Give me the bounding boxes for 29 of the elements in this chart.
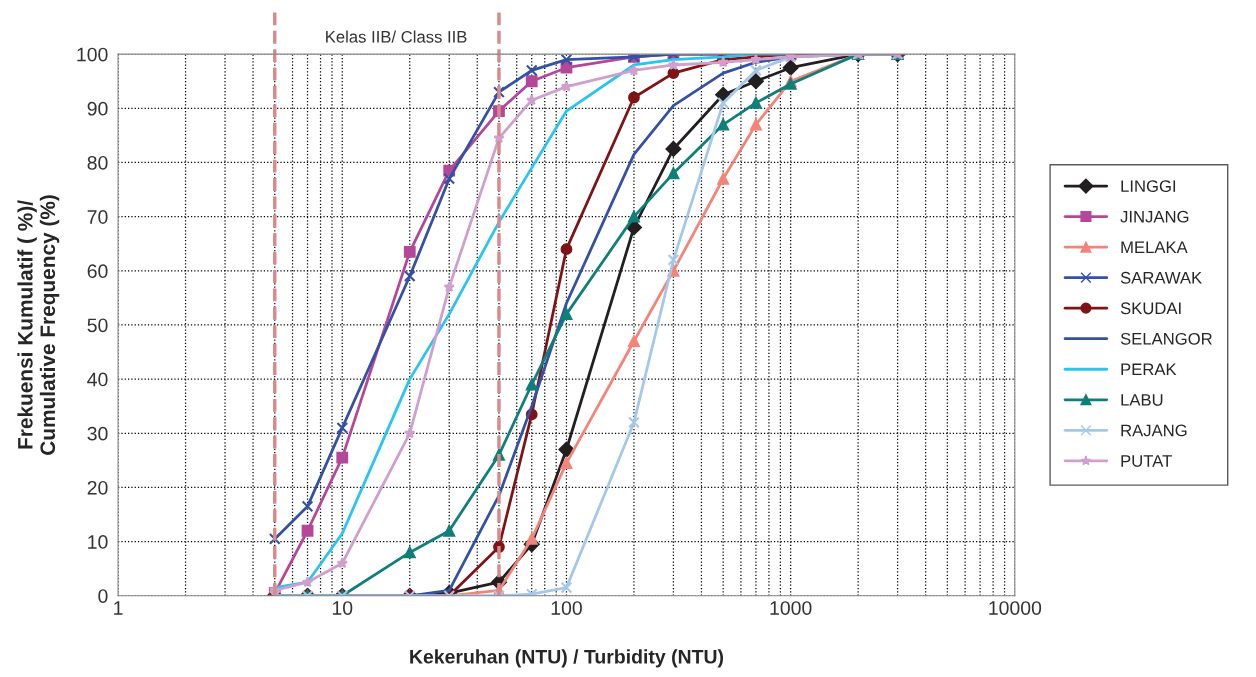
y-tick-label: 30 (87, 426, 108, 441)
legend-label: PERAK (1121, 363, 1177, 376)
legend-label: LINGGI (1121, 180, 1176, 193)
y-tick-label: 0 (98, 589, 108, 603)
x-axis-title: Kekeruhan (NTU) / Turbidity (NTU) (410, 649, 724, 668)
legend-label: RAJANG (1121, 424, 1187, 437)
x-tick-label: 1000 (770, 601, 812, 615)
y-tick-label: 70 (87, 210, 108, 224)
legend-label: JINJANG (1120, 210, 1189, 223)
y-axis-title: Frekuensi Kumulatif ( %)/ Cumulative Frequency (%) (17, 195, 60, 455)
x-tick-label: 10 (332, 601, 353, 615)
legend-label: PUTAT (1121, 455, 1172, 467)
legend-label: SELANGOR (1120, 332, 1212, 345)
x-tick-label: 100 (551, 601, 582, 615)
legend-label: MELAKA (1121, 241, 1188, 253)
legend-label: SARAWAK (1120, 271, 1202, 284)
y-tick-label: 20 (87, 480, 108, 495)
y-tick-label: 90 (87, 101, 108, 116)
y-tick-label: 50 (87, 318, 108, 333)
x-tick-label: 10000 (989, 601, 1042, 615)
y-tick-label: 10 (88, 535, 108, 549)
y-tick-label: 40 (87, 372, 108, 387)
legend-label: LABU (1121, 394, 1163, 406)
legend-label: SKUDAI (1120, 302, 1181, 315)
text: Kelas IIB/ Class IIB (326, 30, 467, 43)
y-tick-label: 100 (77, 47, 108, 62)
y-tick-label: 60 (87, 264, 108, 279)
y-tick-label: 80 (87, 155, 108, 170)
x-tick-label: 1 (114, 601, 123, 615)
